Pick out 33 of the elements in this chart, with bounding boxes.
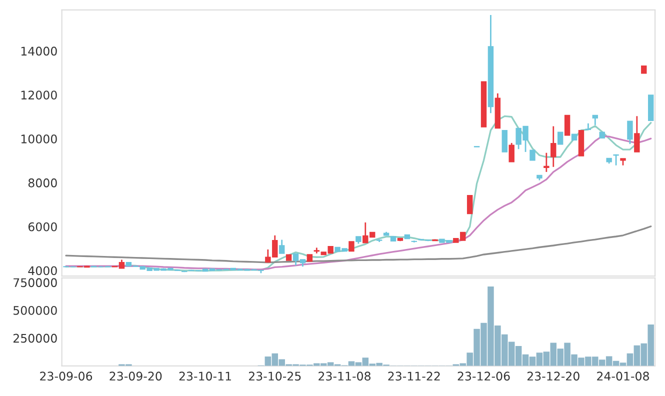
candlestick: [557, 132, 564, 145]
candlestick: [530, 150, 536, 161]
y-tick-label: 4000: [28, 266, 57, 276]
candlestick: [466, 195, 473, 214]
candlestick: [592, 114, 598, 126]
y-tick-label: 14000: [21, 46, 57, 56]
y-tick-label: 8000: [28, 178, 57, 188]
x-tick-label: 23-11-08: [318, 372, 370, 381]
candlestick: [278, 239, 285, 254]
candlestick: [613, 154, 619, 166]
x-tick-label: 23-11-22: [388, 372, 440, 381]
x-tick-label: 23-12-06: [458, 372, 510, 381]
candlestick: [348, 241, 354, 252]
y-tick-label: 6000: [28, 222, 57, 232]
candlestick: [502, 130, 508, 152]
candlestick: [627, 120, 633, 145]
x-tick-label: 23-10-11: [179, 372, 231, 381]
y-tick-label: 500000: [14, 306, 57, 315]
candlestick: [634, 115, 640, 153]
candlestick: [508, 142, 514, 163]
x-tick-label: 23-09-06: [40, 372, 92, 381]
line-series: [65, 226, 652, 264]
candlestick: [544, 152, 550, 173]
y-tick-label: 250000: [13, 334, 57, 343]
candlestick: [564, 114, 570, 136]
x-tick-label: 23-10-25: [248, 372, 301, 381]
x-tick-label: 23-12-20: [527, 372, 580, 381]
y-tick-label: 750000: [14, 278, 57, 288]
y-tick-label: 12000: [21, 90, 57, 100]
y-tick-label: 10000: [21, 134, 57, 144]
candlestick: [550, 126, 556, 168]
x-tick-label: 24-01-08: [597, 372, 649, 381]
x-tick-label: 23-09-20: [110, 372, 162, 381]
